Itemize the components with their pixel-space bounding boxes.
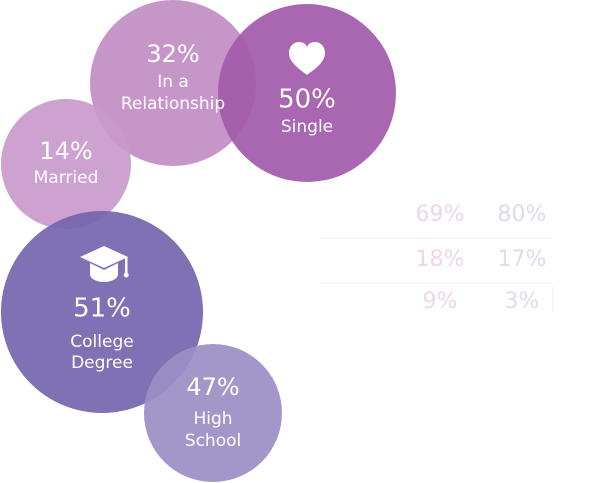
table-cell: 17% (498, 247, 547, 272)
bubble-married (1, 99, 131, 229)
bubble-label-college: College (70, 332, 133, 352)
table-cell: 18% (416, 247, 465, 272)
bubble-value-married: 14% (39, 137, 92, 165)
heart-icon (289, 42, 325, 75)
bubbles-layer (1, 0, 396, 482)
bubble-value-college: 51% (73, 294, 131, 324)
table-cell: 69% (416, 202, 465, 227)
table-cell: 9% (423, 289, 458, 314)
bubble-label-relationship: Relationship (121, 94, 225, 114)
bubble-label-married: Married (34, 168, 99, 188)
bubble-label-relationship: In a (157, 72, 189, 92)
bubble-label-highschool: School (185, 431, 241, 451)
bubble-label-highschool: High (193, 409, 232, 429)
bubble-label-single: Single (281, 117, 333, 137)
bubble-single (218, 4, 396, 182)
table-cell: 3% (505, 289, 540, 314)
bubble-highschool (144, 344, 282, 482)
table-cell: 80% (498, 202, 547, 227)
graduation-cap-icon (80, 246, 129, 282)
bubble-value-relationship: 32% (146, 40, 199, 68)
bubble-label-college: Degree (71, 353, 133, 373)
comparison-table: 69% 18% 9% 80% 17% 3% (320, 202, 554, 314)
bubble-value-highschool: 47% (186, 373, 239, 401)
bubble-relationship (90, 0, 256, 166)
bubble-value-single: 50% (278, 85, 336, 115)
bubble-college (1, 211, 203, 413)
